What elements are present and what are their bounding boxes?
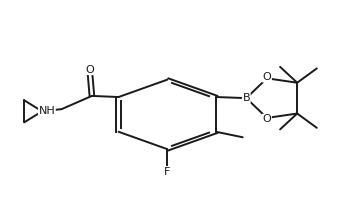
Text: B: B <box>242 93 250 103</box>
Text: O: O <box>86 64 94 75</box>
Text: F: F <box>164 167 171 177</box>
Text: NH: NH <box>38 106 55 116</box>
Text: O: O <box>263 72 271 82</box>
Text: O: O <box>263 114 271 124</box>
